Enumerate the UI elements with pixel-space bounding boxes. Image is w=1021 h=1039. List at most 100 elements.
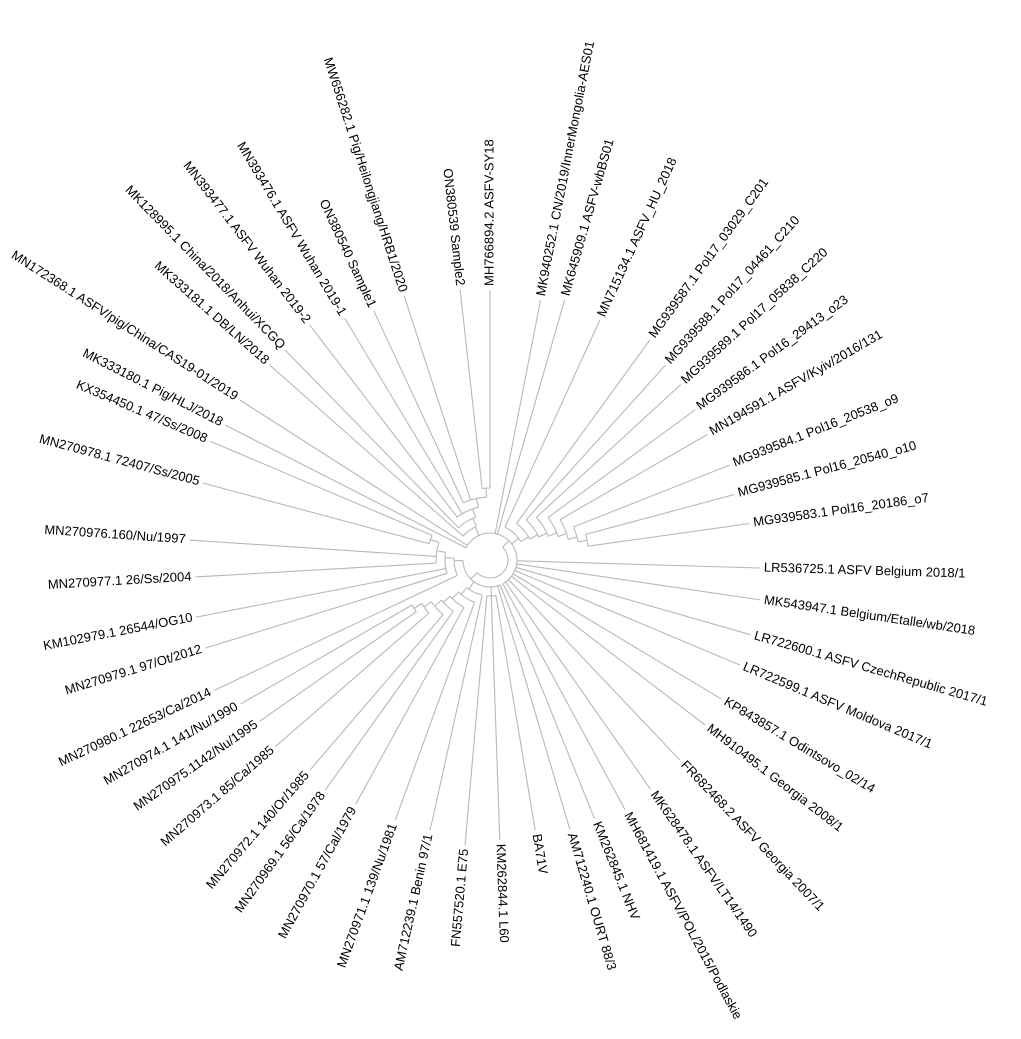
leaf-label: MN270977.1 26/Ss/2004 xyxy=(47,569,191,592)
leaf-label: KM102979.1 26544/OG10 xyxy=(42,609,194,653)
branch xyxy=(499,584,596,819)
branch xyxy=(355,607,465,805)
branch xyxy=(525,364,666,521)
branch xyxy=(573,464,731,528)
branch xyxy=(573,526,579,543)
branch xyxy=(585,493,735,535)
branch xyxy=(547,517,559,537)
branch xyxy=(214,574,458,691)
leaf-label: MK940252.1 CN/2019/InnerMongolia-AES01 xyxy=(533,40,597,298)
branch xyxy=(504,319,601,528)
branch xyxy=(309,614,444,771)
branch xyxy=(462,526,477,537)
branch xyxy=(516,523,531,540)
branch xyxy=(195,562,437,578)
branch xyxy=(434,599,442,607)
branch xyxy=(497,585,571,830)
branch xyxy=(196,568,446,618)
branch xyxy=(462,560,501,588)
branch xyxy=(435,542,440,564)
branch xyxy=(472,508,477,518)
branch xyxy=(508,579,681,761)
branch xyxy=(502,540,510,548)
branch xyxy=(504,526,522,542)
branch xyxy=(436,550,446,553)
branch xyxy=(423,601,432,608)
branch xyxy=(411,604,417,612)
branch xyxy=(496,299,566,535)
branch xyxy=(202,482,430,545)
branch xyxy=(394,602,476,821)
branch xyxy=(559,519,569,540)
branch xyxy=(495,595,536,831)
leaf-label: MN270979.1 97/Ot/2012 xyxy=(63,641,203,697)
branch xyxy=(515,566,751,636)
branch xyxy=(536,384,682,518)
branch xyxy=(578,539,588,543)
branch xyxy=(587,522,750,547)
branch xyxy=(309,324,458,518)
branch xyxy=(458,591,475,603)
branch xyxy=(505,581,652,790)
branch xyxy=(559,434,708,520)
branch xyxy=(535,516,549,537)
branch xyxy=(413,603,422,609)
leaf-label: BA71V xyxy=(530,833,552,876)
branch xyxy=(344,317,463,514)
branch xyxy=(516,563,761,601)
branch xyxy=(239,399,468,546)
branches xyxy=(189,289,761,845)
branch xyxy=(520,536,529,542)
branch xyxy=(511,576,706,726)
branch xyxy=(468,581,475,590)
branch xyxy=(449,595,465,608)
branch xyxy=(476,546,509,579)
branch xyxy=(525,519,540,538)
branch xyxy=(490,595,501,840)
branch xyxy=(324,610,454,791)
leaf-label: LR722600.1 ASFV CzechRepublic 2017/1 xyxy=(753,628,990,709)
branch xyxy=(475,498,479,508)
branch xyxy=(444,552,448,574)
leaf-label: AM712239.1 Benin 97/1 xyxy=(391,832,436,971)
branch xyxy=(557,533,567,538)
branch xyxy=(472,518,477,527)
branch xyxy=(275,612,430,747)
branch xyxy=(205,572,448,649)
leaf-label: FR682468.2 ASFV Georgia 2007/1 xyxy=(678,757,828,914)
leaf-label: MN270971.1 139/Nu/1981 xyxy=(334,821,400,969)
branch xyxy=(470,572,478,580)
leaf-label: ON380539 Sample2 xyxy=(440,168,468,287)
branch xyxy=(429,595,483,831)
branch xyxy=(464,595,488,845)
leaf-label: MK543947.1 Belgium/Etalle/wb/2018 xyxy=(763,592,976,638)
branch xyxy=(451,591,459,599)
branch xyxy=(403,295,472,501)
branch xyxy=(547,409,696,518)
branch xyxy=(466,587,483,596)
branch xyxy=(460,587,468,595)
branch xyxy=(548,532,557,537)
branch xyxy=(538,532,548,538)
leaf-label: MW656282.1 Pig/Heilongjiang/HRB1/2020 xyxy=(321,55,411,293)
branch xyxy=(474,526,480,536)
branch xyxy=(494,299,542,534)
branch xyxy=(240,604,413,705)
branch xyxy=(209,440,433,536)
branch xyxy=(516,339,651,524)
branch xyxy=(259,611,417,722)
branch xyxy=(269,364,464,537)
leaf-label: MN270970.1 57/Cal/1979 xyxy=(275,804,360,941)
branch xyxy=(568,536,578,540)
branch xyxy=(512,573,722,700)
branch xyxy=(189,539,437,557)
branch xyxy=(459,289,483,489)
branch xyxy=(442,595,451,603)
branch xyxy=(373,310,464,504)
branch xyxy=(430,538,440,543)
leaf-label: KM262844.1 L60 xyxy=(493,844,511,943)
branch xyxy=(511,538,520,545)
branch xyxy=(516,560,760,569)
branch xyxy=(463,496,487,504)
